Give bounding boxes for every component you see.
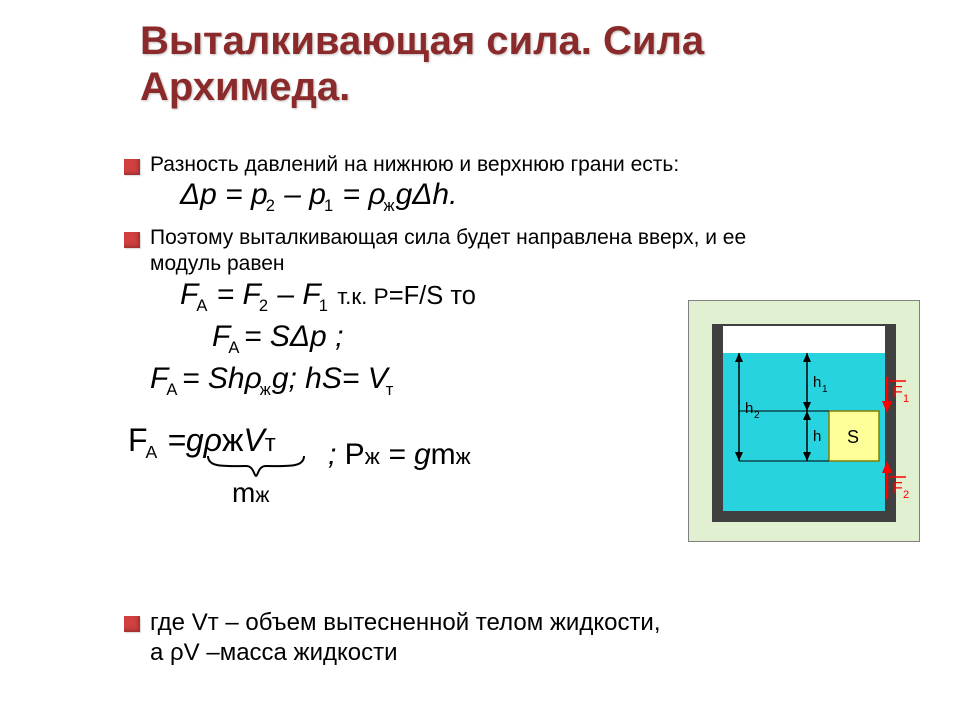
label-m-zh: mж <box>232 477 269 509</box>
footer-line-1: где Vт – объем вытесненной телом жидкост… <box>150 608 661 638</box>
bullet-icon <box>124 159 140 175</box>
svg-text:S: S <box>847 427 859 447</box>
text-line-2: Поэтому выталкивающая сила будет направл… <box>150 225 820 278</box>
formula-fa-shrho: FA = Shρжg; hS= Vт <box>150 362 394 400</box>
text-line-1: Разность давлений на нижнюю и верхнюю гр… <box>150 152 770 178</box>
formula-delta-p: Δp = p2 – p1 = ρжgΔh. <box>180 178 457 216</box>
svg-text:F: F <box>893 480 903 497</box>
formula-p-zh: ; Рж = gmж <box>328 438 471 472</box>
svg-text:2: 2 <box>754 410 760 421</box>
svg-text:1: 1 <box>822 384 828 395</box>
archimedes-diagram: S F 1 F 2 h 1 h h 2 <box>688 300 920 542</box>
svg-text:2: 2 <box>903 489 909 501</box>
footer-line-2: а ρV –масса жидкости <box>150 638 398 668</box>
svg-text:h: h <box>813 428 821 445</box>
svg-text:1: 1 <box>903 393 909 405</box>
bullet-icon <box>124 616 140 632</box>
formula-fa-definition: FA = F2 – F1 т.к. P=F/S то <box>180 278 476 316</box>
bullet-icon <box>124 232 140 248</box>
slide-title: Выталкивающая сила. Сила Архимеда. <box>140 18 840 110</box>
svg-text:h: h <box>745 400 753 417</box>
svg-text:F: F <box>893 384 903 401</box>
svg-text:h: h <box>813 374 821 391</box>
formula-fa-sdp: FA = SΔp ; <box>212 320 343 358</box>
